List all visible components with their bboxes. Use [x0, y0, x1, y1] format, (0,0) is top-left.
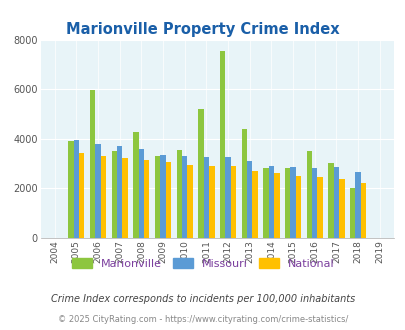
Text: © 2025 CityRating.com - https://www.cityrating.com/crime-statistics/: © 2025 CityRating.com - https://www.city…: [58, 315, 347, 324]
Bar: [181, 156, 187, 238]
Bar: [225, 157, 230, 238]
Bar: [268, 166, 273, 238]
Bar: [176, 150, 181, 238]
Bar: [241, 129, 246, 238]
Bar: [246, 161, 252, 238]
Bar: [122, 158, 128, 238]
Bar: [117, 146, 122, 238]
Bar: [290, 167, 295, 238]
Bar: [111, 151, 117, 238]
Bar: [73, 140, 79, 238]
Bar: [155, 156, 160, 238]
Bar: [79, 153, 84, 238]
Bar: [90, 90, 95, 238]
Bar: [317, 177, 322, 238]
Legend: Marionville, Missouri, National: Marionville, Missouri, National: [67, 253, 338, 273]
Bar: [133, 132, 139, 238]
Bar: [68, 141, 73, 238]
Bar: [220, 51, 225, 238]
Bar: [95, 144, 100, 238]
Text: Marionville Property Crime Index: Marionville Property Crime Index: [66, 22, 339, 37]
Bar: [306, 151, 311, 238]
Bar: [273, 173, 279, 238]
Bar: [139, 148, 144, 238]
Bar: [349, 188, 354, 238]
Bar: [262, 168, 268, 238]
Bar: [338, 180, 344, 238]
Bar: [160, 155, 165, 238]
Bar: [165, 162, 171, 238]
Bar: [230, 166, 236, 238]
Bar: [198, 109, 203, 238]
Bar: [284, 168, 290, 238]
Bar: [203, 157, 209, 238]
Bar: [328, 163, 333, 238]
Text: Crime Index corresponds to incidents per 100,000 inhabitants: Crime Index corresponds to incidents per…: [51, 294, 354, 304]
Bar: [187, 165, 192, 238]
Bar: [354, 172, 360, 238]
Bar: [209, 166, 214, 238]
Bar: [100, 156, 106, 238]
Bar: [360, 183, 365, 238]
Bar: [252, 171, 257, 238]
Bar: [144, 160, 149, 238]
Bar: [333, 167, 338, 238]
Bar: [295, 176, 301, 238]
Bar: [311, 168, 317, 238]
